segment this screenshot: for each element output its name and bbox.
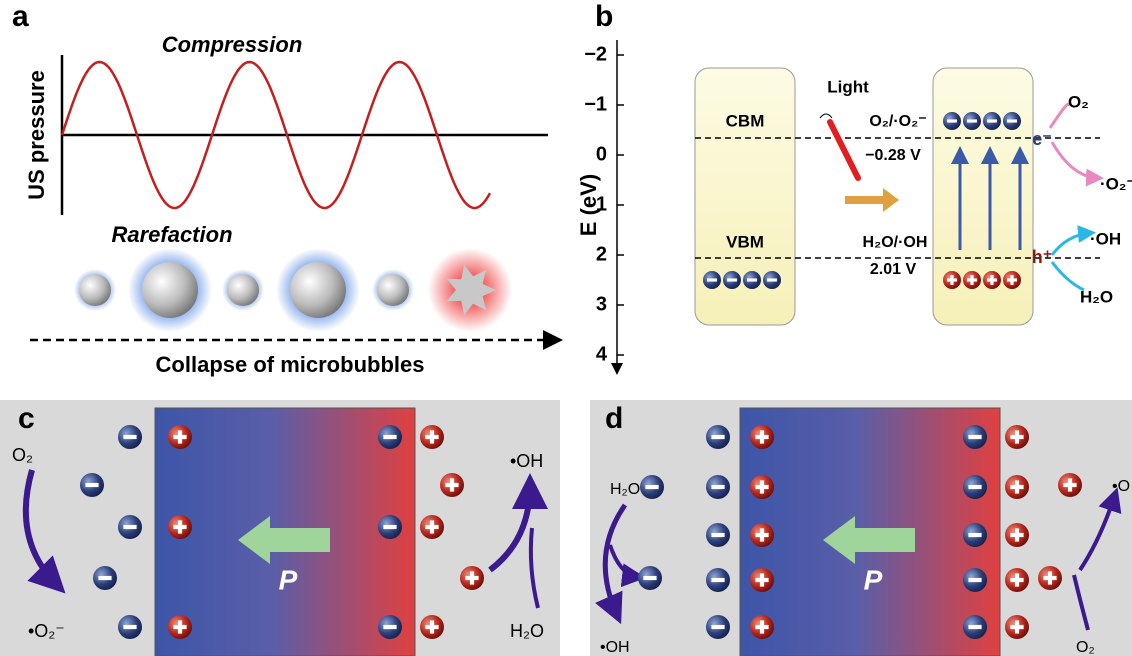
bubble <box>142 262 198 318</box>
y-axis-label: US pressure <box>24 70 49 200</box>
bubble <box>290 262 346 318</box>
panel-label: b <box>595 0 613 33</box>
h2o-label: H₂O <box>610 481 640 498</box>
o2-radical-label: •O₂⁻ <box>28 621 65 641</box>
reaction-arrow <box>1052 262 1084 290</box>
oh-label: •O <box>1112 478 1130 495</box>
bubble <box>79 274 111 306</box>
laser-cable <box>820 114 832 118</box>
panel-label: c <box>18 402 35 435</box>
bubble <box>227 274 259 306</box>
h2o-label: H₂O <box>510 621 544 641</box>
y-tick-label: 4 <box>596 343 608 365</box>
oh-label: •OH <box>600 639 630 656</box>
reaction-arrow <box>1052 233 1090 255</box>
figure: a Compression US pressure Rarefaction Co… <box>0 0 1132 656</box>
y-tick-label: −2 <box>584 43 607 65</box>
arrow <box>845 188 899 212</box>
o2-couple: O₂/·O₂⁻ <box>869 113 926 130</box>
o2-radical-label: ·O₂⁻ <box>1100 174 1132 193</box>
light-label: Light <box>827 77 869 96</box>
vbm-label: VBM <box>726 232 764 251</box>
reaction-arrow <box>1050 104 1068 128</box>
polarization-label: P <box>279 564 298 595</box>
panel-label: a <box>12 0 29 33</box>
y-tick-label: 3 <box>596 293 607 315</box>
compression-label: Compression <box>162 32 303 57</box>
laser <box>830 122 858 178</box>
o2-label: O₂ <box>1068 92 1089 111</box>
hole-label: h⁺ <box>1032 247 1053 267</box>
h2o-label: H₂O <box>1080 287 1113 306</box>
bubbles <box>74 248 512 332</box>
oh-label: ·OH <box>1090 229 1121 248</box>
h2o-potential: 2.01 V <box>870 261 917 278</box>
h2o-couple: H₂O/·OH <box>863 234 928 251</box>
o2-potential: −0.28 V <box>865 147 921 164</box>
rarefaction-label: Rarefaction <box>111 222 232 247</box>
o2-label: O₂ <box>1076 639 1095 656</box>
panel-label: d <box>605 402 623 435</box>
y-tick-label: 0 <box>596 143 607 165</box>
electron-label: e⁻ <box>1032 129 1052 149</box>
bubble <box>377 274 409 306</box>
y-tick-label: −1 <box>584 93 607 115</box>
oh-label: •OH <box>510 451 543 471</box>
polarization-label: P <box>864 564 883 595</box>
y-tick-label: 2 <box>596 243 607 265</box>
caption: Collapse of microbubbles <box>156 352 425 377</box>
reaction-arrow <box>1052 142 1098 178</box>
cbm-label: CBM <box>726 111 765 130</box>
y-tick-label: 1 <box>596 193 607 215</box>
o2-label: O₂ <box>12 445 33 465</box>
